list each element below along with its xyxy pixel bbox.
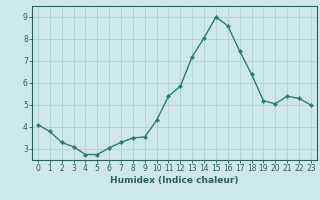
X-axis label: Humidex (Indice chaleur): Humidex (Indice chaleur)	[110, 176, 239, 185]
